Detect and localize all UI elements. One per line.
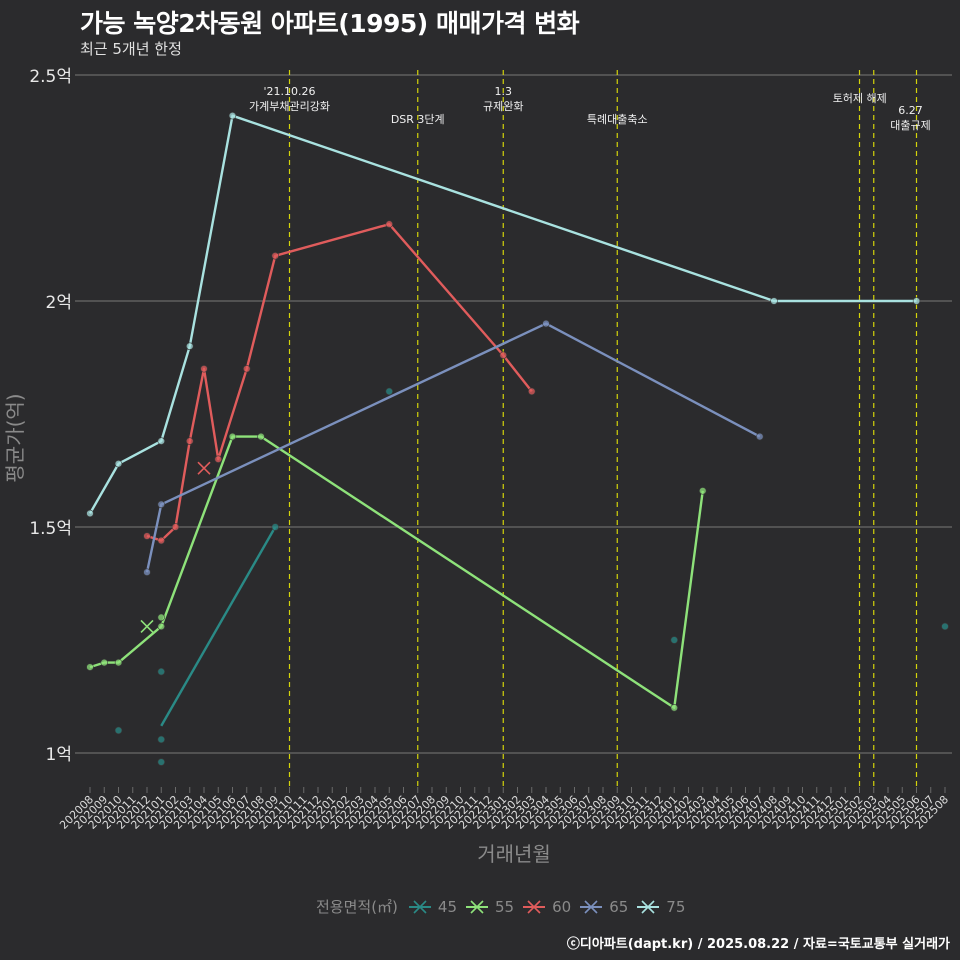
series-75 [86, 111, 921, 518]
data-point-75 [157, 437, 165, 445]
series-60 [143, 220, 536, 545]
annotation-text: DSR 3단계 [391, 113, 445, 126]
x-axis-label: 거래년월 [477, 842, 551, 866]
data-point-60 [271, 252, 279, 260]
annotation-text: 대출규제 [890, 119, 930, 132]
data-point-55 [228, 432, 237, 441]
data-point-60 [214, 455, 222, 463]
annotation-text: '21.10.26 [263, 85, 315, 98]
series-65 [143, 319, 764, 576]
data-point-55 [670, 704, 678, 712]
chart-subtitle: 최근 5개년 한정 [80, 40, 182, 58]
data-point-65 [143, 568, 151, 576]
legend-key-cross [527, 899, 541, 914]
data-point-75 [770, 297, 778, 305]
annotation-text: 토허제 해제 [833, 91, 887, 105]
legend-key-cross [413, 899, 427, 914]
data-point-55 [257, 432, 265, 441]
data-point-55 [157, 613, 165, 622]
y-tick-label: 1.5억 [29, 519, 72, 539]
y-axis-label: 평균가(억) [3, 393, 27, 482]
y-tick-label: 2.5억 [29, 67, 72, 87]
data-point-60 [171, 523, 180, 531]
legend-label: 65 [609, 897, 629, 916]
series-group [86, 111, 949, 766]
legend-label: 45 [437, 897, 457, 916]
legend-label: 55 [495, 897, 515, 916]
data-point-45 [670, 636, 678, 644]
data-point-55 [699, 487, 707, 495]
annotation-text: 규제완화 [483, 100, 523, 113]
x-axis-ticks: 2020082020092020102020112020122021012021… [57, 787, 951, 832]
data-point-60 [200, 365, 208, 373]
data-point-45 [941, 622, 949, 631]
legend: 전용면적(㎡) 45 55 60 65 75 [316, 896, 693, 917]
legend-label: 60 [552, 897, 572, 916]
legend-item-75: 75 [636, 898, 685, 916]
legend-label: 75 [666, 897, 686, 916]
series-55 [86, 432, 707, 712]
annotation-text: 1.3 [495, 85, 513, 98]
legend-item-65: 65 [579, 898, 628, 916]
legend-item-55: 55 [465, 898, 514, 916]
data-point-60 [143, 532, 151, 540]
legend-key-icon [466, 899, 488, 914]
data-point-65 [157, 500, 165, 509]
data-point-45 [114, 726, 123, 735]
data-point-60 [186, 437, 194, 445]
data-point-45 [385, 387, 393, 396]
y-axis-ticks: 1억 1.5억 2억 2.5억 [29, 67, 72, 765]
legend-key-cross [641, 899, 655, 914]
data-point-75 [228, 111, 237, 120]
legend-key-icon [580, 899, 603, 914]
legend-key-icon [408, 899, 431, 914]
legend-key-cross [584, 899, 598, 914]
legend-key-icon [523, 899, 546, 914]
chart-title: 가능 녹양2차동원 아파트(1995) 매매가격 변화 [80, 9, 580, 38]
series-45 [114, 387, 949, 766]
data-point-65 [756, 432, 764, 441]
data-point-60 [243, 365, 251, 373]
data-point-55 [157, 622, 165, 631]
annotation-text: 6.27 [898, 104, 923, 117]
series-line-45 [160, 526, 277, 727]
data-point-60 [528, 387, 536, 396]
cross-marker-60 [197, 461, 211, 475]
policy-event-lines [288, 70, 918, 790]
legend-item-45: 45 [408, 898, 457, 916]
data-point-65 [542, 319, 550, 328]
legend-key-cross [470, 899, 484, 914]
series-line-55 [89, 435, 704, 709]
data-point-60 [385, 220, 393, 228]
source-caption: ⓒ디아파트(dapt.kr) / 2025.08.22 / 자료=국토교통부 실… [566, 937, 950, 952]
data-point-75 [114, 460, 123, 468]
annotation-text: 가계부채관리강화 [249, 100, 330, 113]
data-point-55 [114, 658, 123, 667]
data-point-60 [499, 351, 507, 359]
data-point-45 [157, 735, 165, 744]
data-point-45 [271, 523, 279, 531]
cross-marker-55 [140, 619, 154, 634]
data-point-45 [157, 667, 165, 676]
data-point-55 [86, 663, 94, 671]
series-line-65 [145, 322, 761, 573]
legend-title: 전용면적(㎡) [316, 898, 398, 916]
data-point-75 [186, 342, 194, 350]
y-tick-label: 1억 [46, 745, 72, 765]
grid [75, 74, 952, 754]
y-tick-label: 2억 [46, 293, 72, 313]
legend-item-60: 60 [522, 898, 571, 916]
data-point-55 [100, 658, 108, 667]
annotation-text: 특례대출축소 [587, 113, 648, 126]
data-point-75 [912, 297, 921, 305]
data-point-60 [157, 536, 165, 545]
data-point-45 [157, 758, 165, 766]
legend-key-icon [637, 899, 660, 914]
data-point-75 [86, 509, 94, 518]
